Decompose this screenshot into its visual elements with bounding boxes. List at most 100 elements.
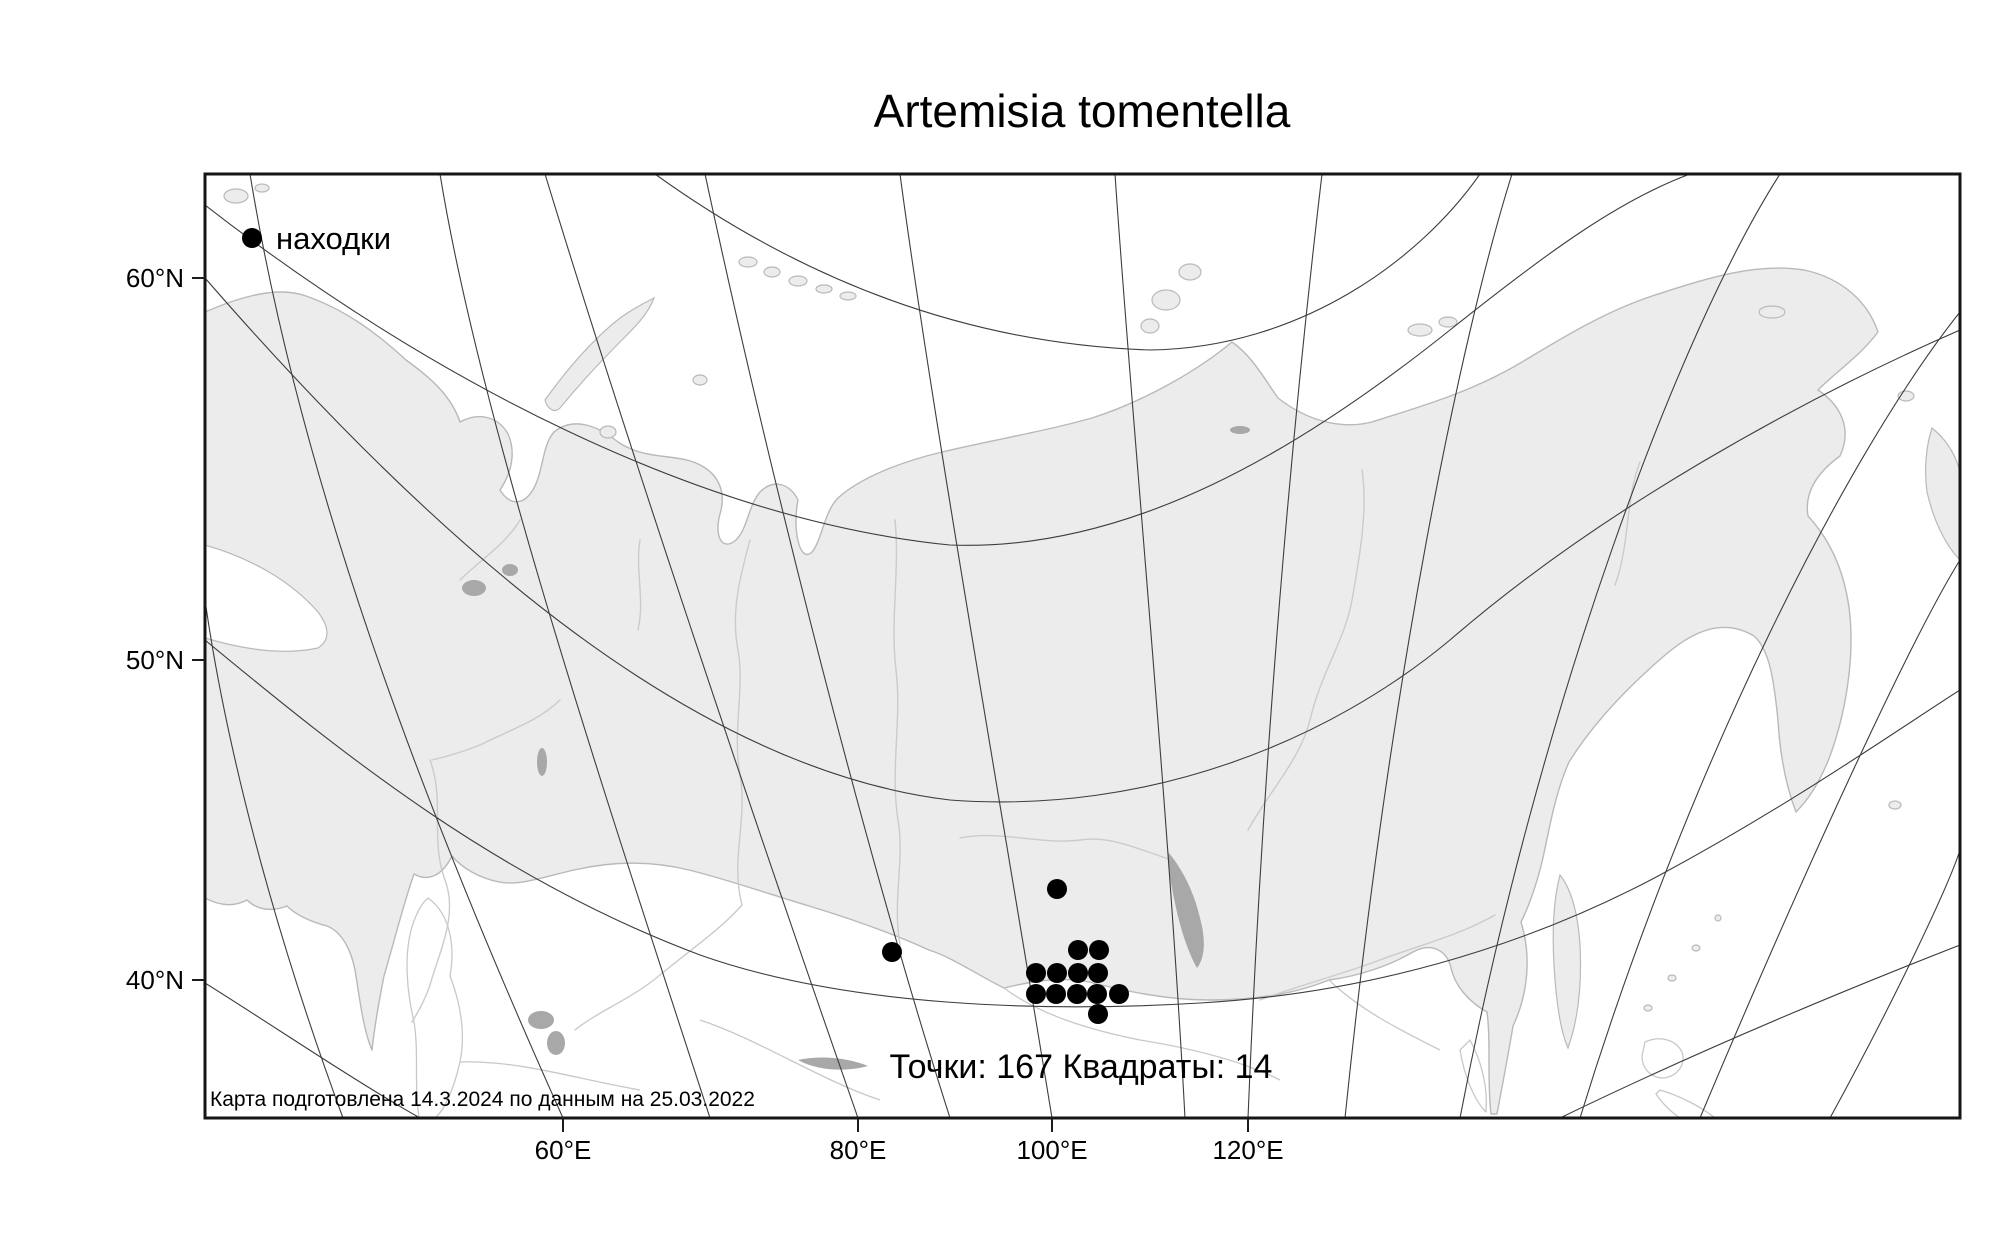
- lake-ladoga: [462, 580, 486, 596]
- rivers: [411, 461, 1641, 1031]
- island: [1178, 263, 1202, 281]
- neighbor-outlines: [406, 897, 1716, 1118]
- legend-label: находки: [276, 221, 391, 256]
- meridian-60E: [249, 174, 564, 1118]
- map-title: Artemisia tomentella: [874, 85, 1291, 137]
- lake-taymyr: [1230, 426, 1250, 434]
- honshu-outline: [1655, 1089, 1716, 1118]
- lake-balkhash: [798, 1057, 868, 1070]
- meridian-120E: [1247, 174, 1323, 1118]
- kuril-island: [1691, 944, 1701, 952]
- river: [411, 759, 451, 1023]
- river: [893, 519, 901, 946]
- sakhalin-island: [1552, 873, 1582, 1050]
- graticule: [205, 174, 1960, 1118]
- lon-tick-label: 100°E: [1016, 1135, 1087, 1165]
- wrangel-island: [1758, 305, 1786, 319]
- lat-tick-label: 50°N: [126, 645, 184, 675]
- meridian-70E: [439, 174, 711, 1118]
- occurrence-point: [1068, 940, 1088, 960]
- aral-sea: [547, 1031, 565, 1055]
- island: [254, 183, 270, 193]
- lakes: [462, 426, 1250, 1070]
- parallel-50N: [205, 639, 1960, 1008]
- river: [431, 699, 561, 761]
- alaska-corner: [1925, 426, 1960, 561]
- parallel-40N-west: [205, 982, 421, 1118]
- border-squiggle: [459, 1061, 641, 1091]
- border-squiggle: [1003, 987, 1281, 1081]
- lat-tick-label: 40°N: [126, 965, 184, 995]
- lon-tick-label: 120°E: [1212, 1135, 1283, 1165]
- stats-line: Точки: 167 Квадраты: 14: [890, 1048, 1273, 1086]
- reservoir: [537, 748, 547, 776]
- occurrence-point: [1088, 963, 1108, 983]
- occurrence-point: [1088, 1004, 1108, 1024]
- island: [692, 374, 708, 386]
- occurrence-point: [1068, 963, 1088, 983]
- meridian-50E: [205, 599, 344, 1118]
- occurrence-point: [1087, 984, 1107, 1004]
- island: [738, 256, 758, 268]
- meridian-110E: [1114, 174, 1186, 1118]
- river: [1247, 469, 1365, 831]
- island: [788, 275, 808, 287]
- korea-outline: [1459, 1039, 1488, 1113]
- lake-baikal: [1168, 852, 1204, 968]
- aral-sea: [528, 1011, 554, 1029]
- occurrence-point: [1046, 984, 1066, 1004]
- parallel-40N-east: [1559, 944, 1960, 1118]
- island: [1151, 289, 1181, 311]
- parallel-70N: [205, 174, 1691, 546]
- meridian-140E: [1459, 174, 1781, 1118]
- river: [959, 834, 1173, 861]
- island: [839, 291, 857, 301]
- parallel-60N: [205, 277, 1960, 803]
- meridian-170E: [1829, 849, 1960, 1118]
- island: [1140, 318, 1160, 334]
- hokkaido-outline: [1641, 1038, 1684, 1079]
- kuril-island: [1643, 1004, 1653, 1012]
- axes: 60°N 50°N 40°N 60°E 80°E 100°E 120°E: [126, 263, 1284, 1165]
- occurrence-point: [1047, 963, 1067, 983]
- occurrence-points: [882, 879, 1129, 1024]
- river: [459, 519, 521, 581]
- novaya-zemlya-island: [544, 296, 656, 412]
- kuril-island: [1667, 974, 1677, 982]
- footnote: Карта подготовлена 14.3.2024 по данным н…: [210, 1088, 755, 1111]
- caspian-sea-outline: [406, 897, 464, 1118]
- lon-tick-label: 80°E: [830, 1135, 887, 1165]
- river: [574, 904, 743, 1031]
- occurrence-point: [1047, 879, 1067, 899]
- meridian-130E: [1344, 174, 1513, 1118]
- island: [815, 284, 833, 294]
- border-squiggle: [1328, 979, 1441, 1051]
- occurrence-point: [1109, 984, 1129, 1004]
- legend: находки: [242, 221, 391, 256]
- island: [763, 266, 781, 278]
- baltic-sea: [205, 544, 328, 652]
- occurrence-point: [1067, 984, 1087, 1004]
- island: [223, 188, 249, 204]
- island: [1888, 800, 1902, 810]
- occurrence-point: [1026, 984, 1046, 1004]
- lat-tick-label: 60°N: [126, 263, 184, 293]
- occurrence-point: [1089, 940, 1109, 960]
- map-frame: [203, 172, 1962, 1120]
- island: [599, 425, 617, 439]
- meridian-160E: [1699, 559, 1960, 1118]
- lake-onega: [502, 564, 518, 576]
- river: [637, 539, 642, 631]
- river: [1614, 461, 1641, 586]
- lon-tick-label: 60°E: [535, 1135, 592, 1165]
- kuril-island: [1714, 914, 1722, 922]
- border-squiggle: [699, 1019, 881, 1101]
- meridian-80E: [544, 174, 859, 1118]
- occurrence-point: [1026, 963, 1046, 983]
- island: [1438, 316, 1458, 328]
- meridian-90E: [704, 174, 951, 1118]
- river: [734, 539, 751, 906]
- islands: [223, 183, 1960, 1050]
- landmass: [205, 267, 1879, 1115]
